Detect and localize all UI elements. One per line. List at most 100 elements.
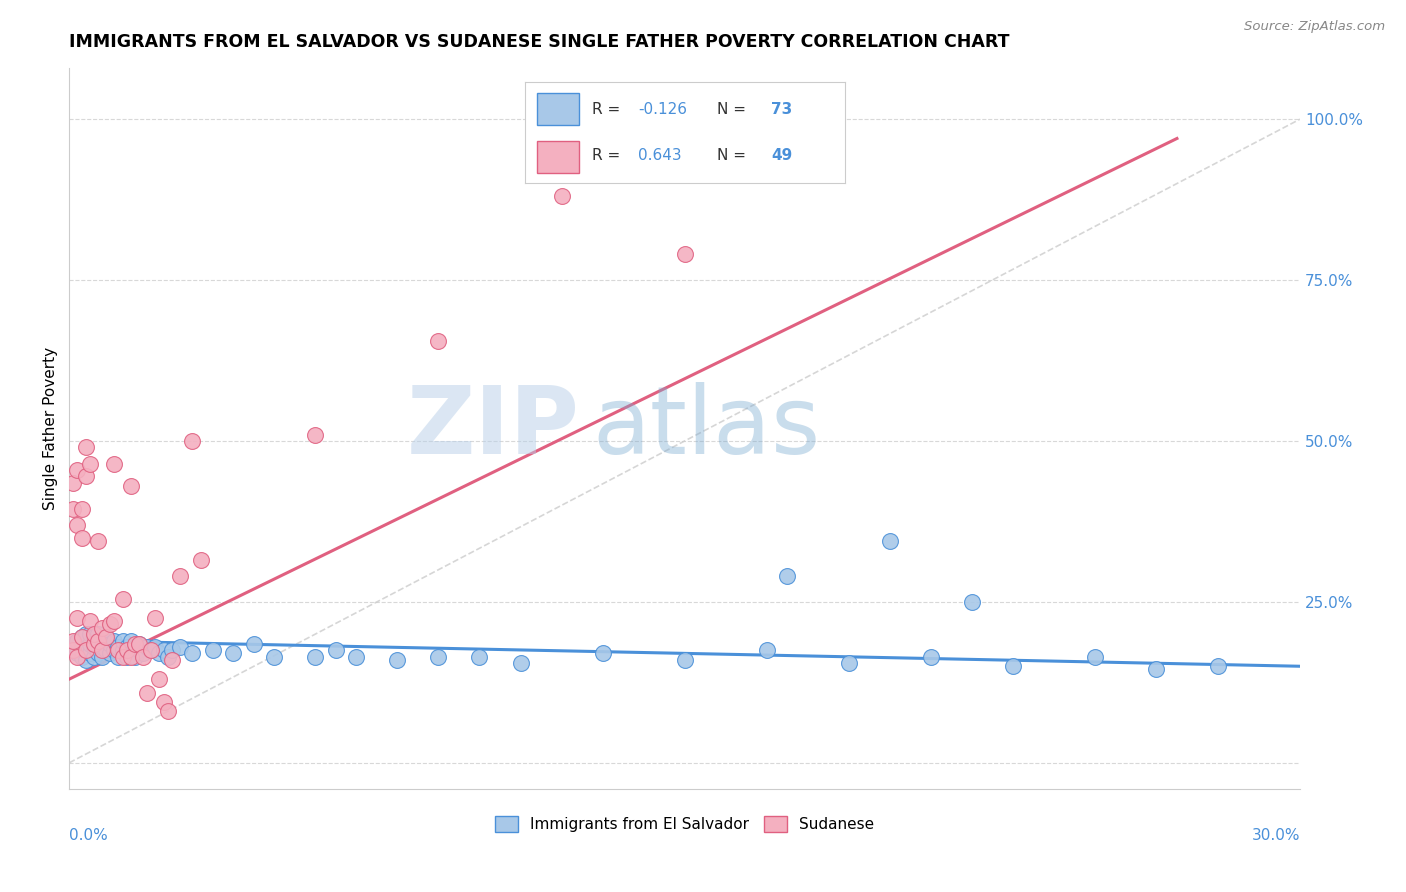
Text: IMMIGRANTS FROM EL SALVADOR VS SUDANESE SINGLE FATHER POVERTY CORRELATION CHART: IMMIGRANTS FROM EL SALVADOR VS SUDANESE … bbox=[69, 33, 1010, 51]
Point bbox=[70, 649, 93, 664]
Point bbox=[509, 656, 531, 670]
Point bbox=[98, 646, 121, 660]
Legend: Immigrants from El Salvador, Sudanese: Immigrants from El Salvador, Sudanese bbox=[489, 810, 880, 838]
Point bbox=[96, 630, 118, 644]
Point bbox=[160, 653, 183, 667]
Point bbox=[181, 646, 204, 660]
Point bbox=[1084, 649, 1107, 664]
Point bbox=[111, 643, 134, 657]
Point bbox=[103, 457, 125, 471]
Point bbox=[87, 633, 110, 648]
Point bbox=[98, 617, 121, 632]
Point bbox=[96, 643, 118, 657]
Point bbox=[181, 434, 204, 448]
Point bbox=[62, 637, 84, 651]
Point bbox=[1144, 663, 1167, 677]
Point bbox=[148, 672, 170, 686]
Point bbox=[98, 637, 121, 651]
Text: 30.0%: 30.0% bbox=[1251, 828, 1301, 843]
Point bbox=[103, 643, 125, 657]
Point bbox=[427, 334, 450, 349]
Point bbox=[66, 640, 89, 654]
Point bbox=[169, 640, 191, 654]
Point bbox=[120, 633, 142, 648]
Point bbox=[107, 643, 129, 657]
Point bbox=[103, 633, 125, 648]
Point bbox=[87, 533, 110, 548]
Point bbox=[66, 517, 89, 532]
Point bbox=[75, 643, 97, 657]
Point bbox=[325, 643, 347, 657]
Point bbox=[75, 469, 97, 483]
Point bbox=[132, 649, 155, 664]
Point bbox=[91, 640, 114, 654]
Point bbox=[115, 649, 138, 664]
Point bbox=[87, 627, 110, 641]
Point bbox=[145, 611, 167, 625]
Point bbox=[136, 640, 159, 654]
Point bbox=[66, 633, 89, 648]
Point bbox=[62, 643, 84, 657]
Point bbox=[145, 640, 167, 654]
Point bbox=[79, 646, 101, 660]
Point bbox=[128, 643, 150, 657]
Point bbox=[75, 627, 97, 641]
Point bbox=[201, 643, 224, 657]
Point bbox=[107, 649, 129, 664]
Point bbox=[132, 646, 155, 660]
Point bbox=[83, 637, 105, 651]
Point bbox=[387, 653, 409, 667]
Point bbox=[128, 637, 150, 651]
Point bbox=[87, 637, 110, 651]
Point bbox=[169, 569, 191, 583]
Point bbox=[75, 653, 97, 667]
Point bbox=[190, 553, 212, 567]
Point bbox=[62, 501, 84, 516]
Point bbox=[79, 637, 101, 651]
Point bbox=[879, 533, 901, 548]
Point bbox=[776, 569, 799, 583]
Text: ZIP: ZIP bbox=[408, 382, 581, 475]
Point bbox=[66, 649, 89, 664]
Point bbox=[673, 653, 696, 667]
Point bbox=[156, 649, 179, 664]
Point bbox=[344, 649, 367, 664]
Point bbox=[550, 189, 572, 203]
Point bbox=[115, 643, 138, 657]
Point bbox=[66, 646, 89, 660]
Point bbox=[141, 643, 163, 657]
Point bbox=[1001, 659, 1024, 673]
Point bbox=[91, 643, 114, 657]
Point bbox=[160, 643, 183, 657]
Point bbox=[62, 475, 84, 490]
Point bbox=[79, 627, 101, 641]
Text: 0.0%: 0.0% bbox=[69, 828, 108, 843]
Point bbox=[673, 247, 696, 261]
Point bbox=[141, 643, 163, 657]
Point bbox=[838, 656, 860, 670]
Point bbox=[70, 501, 93, 516]
Point bbox=[70, 630, 93, 644]
Point bbox=[111, 649, 134, 664]
Point bbox=[70, 531, 93, 545]
Text: Source: ZipAtlas.com: Source: ZipAtlas.com bbox=[1244, 20, 1385, 33]
Point bbox=[75, 643, 97, 657]
Point bbox=[83, 640, 105, 654]
Point bbox=[91, 621, 114, 635]
Point bbox=[120, 479, 142, 493]
Point bbox=[156, 704, 179, 718]
Point bbox=[83, 630, 105, 644]
Point bbox=[243, 637, 266, 651]
Point bbox=[960, 595, 983, 609]
Point bbox=[152, 643, 174, 657]
Point bbox=[87, 646, 110, 660]
Y-axis label: Single Father Poverty: Single Father Poverty bbox=[44, 347, 58, 509]
Point bbox=[111, 591, 134, 606]
Point bbox=[96, 630, 118, 644]
Point bbox=[83, 627, 105, 641]
Point bbox=[111, 633, 134, 648]
Point bbox=[103, 614, 125, 628]
Text: atlas: atlas bbox=[592, 382, 821, 475]
Point bbox=[79, 614, 101, 628]
Point bbox=[136, 686, 159, 700]
